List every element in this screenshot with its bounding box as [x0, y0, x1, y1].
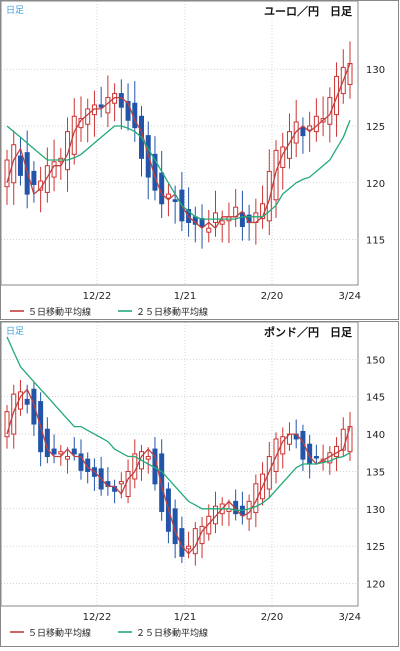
euro-candle-body [71, 115, 77, 155]
euro-candle-body [307, 125, 313, 131]
pound-candle-body [11, 393, 17, 435]
pound-legend-ma25-label: ２５日移動平均線 [136, 627, 208, 639]
euro-candle-body [98, 104, 104, 108]
euro-title-backing [246, 3, 354, 19]
pound-panel-frame [0, 321, 399, 647]
euro-y-tick-label: 125 [366, 122, 385, 133]
pound-x-tick-label: 2/20 [261, 612, 283, 623]
euro-candle-body [313, 115, 319, 133]
pound-candle-body [4, 411, 10, 438]
euro-candle-body [347, 62, 353, 85]
pound-title-backing [246, 324, 354, 340]
pound-ma5-line [6, 388, 351, 555]
pound-yen-chart-svg: 120 125 130 135 140 145 150 12/22 1/21 2/20 3/24 日足… [0, 321, 399, 647]
euro-candle-body [300, 127, 306, 137]
pound-candle-body [58, 451, 64, 455]
pound-y-tick-label: 150 [366, 355, 385, 366]
euro-candle-body [65, 131, 71, 171]
euro-candle-body [206, 227, 212, 233]
pound-candle-body [51, 448, 57, 455]
euro-candle-body [239, 212, 245, 227]
pound-y-tick-label: 140 [366, 430, 385, 441]
pound-chart-title: ポンド／円 日足 [264, 325, 353, 339]
euro-x-tick-label: 3/24 [339, 291, 361, 302]
pound-x-tick-label: 3/24 [339, 612, 361, 623]
pound-y-tick-label: 120 [366, 580, 385, 591]
euro-ma25-line [6, 120, 351, 220]
pound-candle-body [340, 428, 346, 451]
pound-candle-body [65, 456, 71, 460]
pound-yen-panel: 120 125 130 135 140 145 150 12/22 1/21 2/20 3/24 日足… [0, 321, 399, 647]
pound-plot-frame [0, 321, 359, 607]
euro-candle-body [31, 170, 37, 185]
euro-x-tick-label: 2/20 [261, 291, 283, 302]
euro-candle-body [172, 199, 178, 203]
pound-legend-ma5-label: ５日移動平均線 [28, 627, 91, 639]
euro-candle-body [11, 144, 17, 184]
euro-candle-body [4, 159, 10, 188]
euro-y-tick-label: 120 [366, 179, 385, 190]
euro-candle-body [159, 172, 165, 205]
euro-candle-body [266, 170, 272, 222]
euro-candle-body [125, 101, 131, 121]
euro-legend-ma25-label: ２５日移動平均線 [136, 306, 208, 318]
euro-candle-body [165, 193, 171, 199]
pound-candle-body [192, 528, 198, 555]
pound-candle-body [159, 453, 165, 512]
pound-candle-body [125, 470, 131, 498]
pound-candle-body [118, 481, 124, 485]
pound-candle-body [78, 453, 84, 471]
euro-candle-body [334, 76, 340, 116]
pound-x-tick-label: 12/22 [83, 612, 112, 623]
pound-candle-body [71, 448, 77, 455]
pound-candle-body [186, 545, 192, 550]
euro-candle-body [44, 165, 50, 193]
euro-candle-body [280, 146, 286, 168]
pound-y-tick-label: 125 [366, 542, 385, 553]
euro-legend-ma5-label: ５日移動平均線 [28, 306, 91, 318]
pound-candle-body [313, 456, 319, 459]
pound-candle-body [145, 456, 151, 460]
euro-chart-title: ユーロ／円 日足 [264, 5, 353, 18]
euro-candle-body [17, 155, 23, 176]
pound-candle-body [31, 388, 37, 425]
pound-legend: ５日移動平均線 ２５日移動平均線 [10, 627, 208, 639]
pound-x-tick-label: 1/21 [174, 612, 196, 623]
euro-yen-panel: 115 120 125 130 12/22 1/21 2/20 3/24 日足 ユーロ／円 日足 ５… [0, 0, 399, 320]
pound-y-tick-label: 130 [366, 505, 385, 516]
euro-candle-body [118, 93, 124, 108]
euro-candle-body [51, 161, 57, 178]
pound-timeframe-badge: 日足 [6, 326, 24, 337]
pound-y-tick-label: 135 [366, 467, 385, 478]
euro-candle-body [273, 149, 279, 201]
euro-plot-frame [0, 0, 359, 286]
euro-legend: ５日移動平均線 ２５日移動平均線 [10, 306, 208, 318]
euro-candle-body [212, 212, 218, 224]
euro-y-tick-label: 115 [366, 236, 385, 247]
euro-candle-body [219, 220, 225, 225]
pound-ma25-line [6, 336, 351, 511]
euro-x-tick-label: 1/21 [174, 291, 196, 302]
euro-x-tick-label: 12/22 [83, 291, 112, 302]
euro-candle-body [286, 131, 292, 159]
euro-yen-chart-svg: 115 120 125 130 12/22 1/21 2/20 3/24 日足 ユーロ／円 日足 ５… [0, 0, 399, 320]
euro-timeframe-badge: 日足 [6, 5, 24, 16]
euro-y-tick-label: 130 [366, 65, 385, 76]
pound-candle-body [24, 398, 30, 405]
pound-y-tick-label: 145 [366, 393, 385, 404]
